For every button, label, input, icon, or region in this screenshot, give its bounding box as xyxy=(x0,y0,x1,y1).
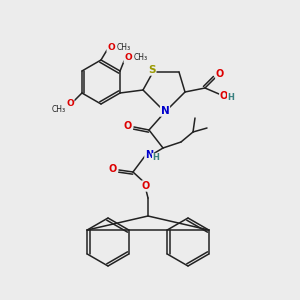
Text: O: O xyxy=(109,164,117,174)
Text: H: H xyxy=(153,154,159,163)
Text: CH₃: CH₃ xyxy=(134,53,148,62)
Text: S: S xyxy=(148,65,156,75)
Text: O: O xyxy=(66,100,74,109)
Text: H: H xyxy=(228,94,234,103)
Text: O: O xyxy=(220,91,228,101)
Text: N: N xyxy=(160,106,169,116)
Text: O: O xyxy=(124,121,132,131)
Text: CH₃: CH₃ xyxy=(117,43,131,52)
Text: O: O xyxy=(124,53,132,62)
Text: O: O xyxy=(107,43,115,52)
Text: N: N xyxy=(145,150,153,160)
Text: O: O xyxy=(216,69,224,79)
Text: O: O xyxy=(142,181,150,191)
Text: CH₃: CH₃ xyxy=(52,104,66,113)
